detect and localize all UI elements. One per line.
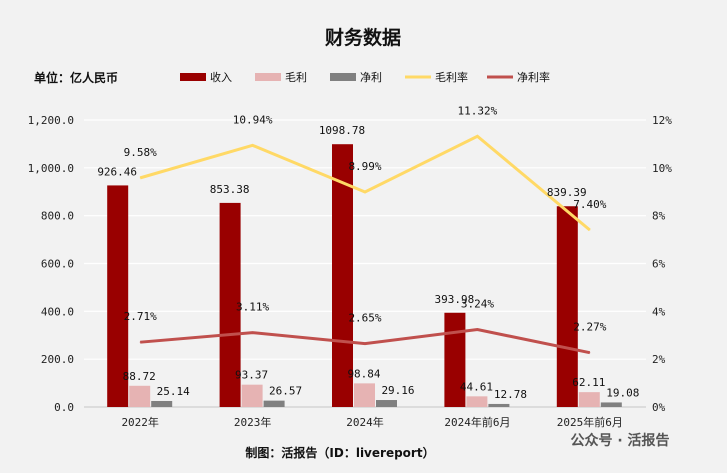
y-left-tick: 800.0 bbox=[41, 210, 74, 223]
bar-label: 93.37 bbox=[235, 369, 268, 382]
y-right-tick: 8% bbox=[652, 210, 666, 223]
point-净利率 bbox=[476, 329, 478, 331]
point-净利率 bbox=[364, 343, 366, 345]
unit-label: 单位：亿人民币 bbox=[34, 70, 118, 85]
watermark: 公众号 · 活报告 bbox=[570, 432, 669, 449]
x-tick: 2024年 bbox=[346, 415, 384, 429]
point-毛利率 bbox=[476, 135, 478, 137]
y-left-tick: 400.0 bbox=[41, 305, 74, 318]
legend-swatch-毛利 bbox=[255, 73, 281, 81]
bar-label: 19.08 bbox=[606, 386, 639, 399]
legend-label: 净利 bbox=[360, 70, 382, 84]
line-label: 3.24% bbox=[461, 298, 494, 311]
bar-label: 926.46 bbox=[97, 165, 137, 178]
bar-收入 bbox=[444, 312, 466, 407]
x-tick: 2024年前6月 bbox=[444, 415, 510, 429]
bar-label: 1098.78 bbox=[319, 124, 365, 137]
bar-收入 bbox=[219, 202, 241, 407]
bar-label: 25.14 bbox=[157, 385, 190, 398]
x-tick: 2023年 bbox=[234, 415, 272, 429]
point-净利率 bbox=[139, 341, 141, 343]
line-label: 2.71% bbox=[124, 310, 157, 323]
line-label: 8.99% bbox=[348, 160, 381, 173]
bar-label: 98.84 bbox=[347, 367, 380, 380]
y-right-tick: 6% bbox=[652, 258, 666, 271]
legend-label: 收入 bbox=[210, 70, 232, 84]
bar-毛利 bbox=[466, 396, 488, 407]
chart-footer: 制图：活报告（ID：livereport） bbox=[245, 445, 434, 460]
point-毛利率 bbox=[139, 177, 141, 179]
point-净利率 bbox=[589, 352, 591, 354]
line-label: 11.32% bbox=[458, 104, 498, 117]
point-毛利率 bbox=[589, 229, 591, 231]
point-毛利率 bbox=[364, 191, 366, 193]
bar-净利 bbox=[376, 400, 397, 407]
bar-收入 bbox=[556, 206, 578, 407]
bar-label: 12.78 bbox=[494, 388, 527, 401]
bar-收入 bbox=[107, 185, 129, 407]
line-净利率 bbox=[140, 327, 591, 355]
line-label: 10.94% bbox=[233, 113, 273, 126]
legend-swatch-净利 bbox=[330, 73, 356, 81]
line-label: 7.40% bbox=[573, 198, 606, 211]
y-left-tick: 200.0 bbox=[41, 353, 74, 366]
bar-label: 44.61 bbox=[460, 380, 493, 393]
legend-swatch-收入 bbox=[180, 73, 206, 81]
bar-label: 853.38 bbox=[210, 183, 250, 196]
bar-label: 839.39 bbox=[547, 186, 587, 199]
line-label: 3.11% bbox=[236, 301, 269, 314]
y-right-tick: 12% bbox=[652, 114, 672, 127]
bar-label: 393.98 bbox=[435, 293, 475, 306]
y-right-tick: 0% bbox=[652, 401, 666, 414]
y-right-tick: 2% bbox=[652, 353, 666, 366]
point-毛利率 bbox=[252, 144, 254, 146]
bar-毛利 bbox=[241, 384, 263, 407]
y-left-tick: 600.0 bbox=[41, 258, 74, 271]
y-left-tick: 0.0 bbox=[54, 401, 74, 414]
line-label: 2.65% bbox=[348, 312, 381, 325]
line-label: 9.58% bbox=[124, 146, 157, 159]
bar-净利 bbox=[263, 400, 285, 407]
bar-label: 26.57 bbox=[269, 385, 302, 398]
bar-label: 88.72 bbox=[123, 370, 156, 383]
x-tick: 2025年前6月 bbox=[557, 415, 623, 429]
point-净利率 bbox=[252, 332, 254, 334]
chart-title: 财务数据 bbox=[325, 26, 401, 49]
line-label: 2.27% bbox=[573, 321, 606, 334]
bar-净利 bbox=[488, 403, 510, 407]
y-right-tick: 4% bbox=[652, 305, 666, 318]
y-right-tick: 10% bbox=[652, 162, 672, 175]
bar-净利 bbox=[600, 402, 622, 407]
y-left-tick: 1,200.0 bbox=[28, 114, 74, 127]
x-tick: 2022年 bbox=[121, 415, 159, 429]
legend-label: 毛利 bbox=[285, 71, 307, 84]
bar-净利 bbox=[151, 400, 173, 407]
bar-毛利 bbox=[354, 383, 375, 407]
bar-label: 29.16 bbox=[381, 384, 414, 397]
bar-毛利 bbox=[129, 385, 151, 407]
legend-label: 净利率 bbox=[517, 70, 550, 84]
y-left-tick: 1,000.0 bbox=[28, 162, 74, 175]
bar-label: 62.11 bbox=[572, 376, 605, 389]
bar-毛利 bbox=[578, 392, 600, 407]
legend-label: 毛利率 bbox=[435, 70, 468, 84]
